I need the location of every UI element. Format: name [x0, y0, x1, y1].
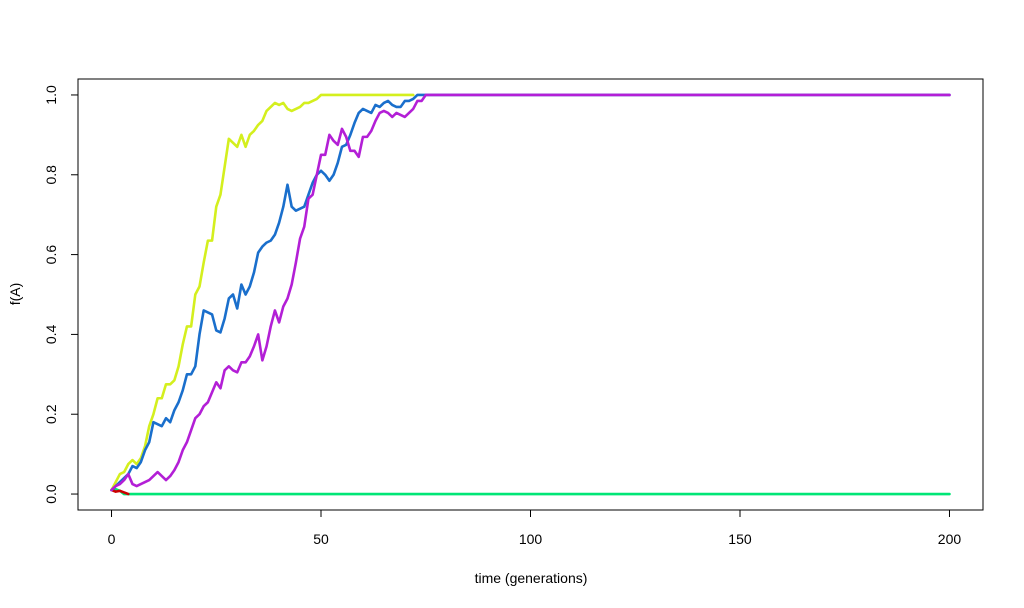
- y-axis-title: f(A): [7, 283, 23, 306]
- plot-frame: [77, 78, 984, 511]
- y-axis: 0.0 0.2 0.4 0.6 0.8 1.0: [43, 85, 79, 504]
- x-axis-title: time (generations): [475, 570, 588, 586]
- series-line-1: [110, 487, 951, 496]
- y-tick-label: 0.0: [43, 484, 59, 504]
- x-tick-label: 0: [108, 531, 116, 547]
- series-line-3: [110, 93, 415, 492]
- x-tick-label: 100: [519, 531, 543, 547]
- x-tick-label: 50: [313, 531, 329, 547]
- x-tick-label: 150: [728, 531, 752, 547]
- y-tick-label: 0.4: [43, 324, 59, 344]
- series-layer: [110, 93, 951, 496]
- y-tick-label: 0.2: [43, 404, 59, 424]
- series-line-2: [110, 488, 130, 496]
- series-line-5: [110, 93, 951, 492]
- x-tick-label: 200: [938, 531, 962, 547]
- y-tick-label: 0.8: [43, 165, 59, 185]
- series-line-4: [110, 93, 951, 492]
- y-tick-label: 0.6: [43, 245, 59, 265]
- x-axis: 0 50 100 150 200: [108, 509, 962, 547]
- y-tick-label: 1.0: [43, 85, 59, 105]
